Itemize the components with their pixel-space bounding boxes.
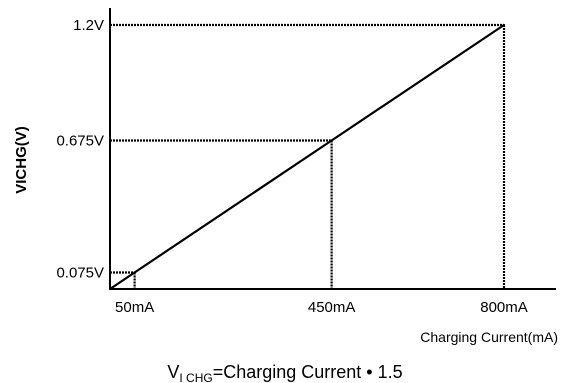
data-point: [502, 23, 506, 27]
x-tick-label: 50mA: [115, 299, 154, 316]
data-point: [108, 287, 112, 291]
tick-labels: 0.075V 50mA 0.675V 450mA 1.2V 800mA: [56, 17, 527, 316]
series-line: [109, 24, 505, 290]
y-axis-label: VICHG(V): [13, 126, 30, 194]
y-tick-label: 1.2V: [73, 17, 104, 34]
y-tick-label: 0.675V: [56, 133, 104, 150]
y-tick-label: 0.075V: [56, 265, 104, 282]
x-tick-label: 450mA: [308, 299, 356, 316]
x-axis-label: Charging Current(mA): [420, 329, 558, 345]
formula-suffix: =Charging Current • 1.5: [213, 362, 403, 382]
formula-prefix: V: [167, 362, 179, 382]
data-point: [133, 271, 136, 274]
formula-caption: VI CHG=Charging Current • 1.5: [167, 362, 402, 383]
x-tick-label: 800mA: [480, 299, 528, 316]
formula-subscript: I CHG: [179, 371, 212, 383]
data-point: [330, 139, 333, 142]
plot-area: [108, 8, 556, 291]
